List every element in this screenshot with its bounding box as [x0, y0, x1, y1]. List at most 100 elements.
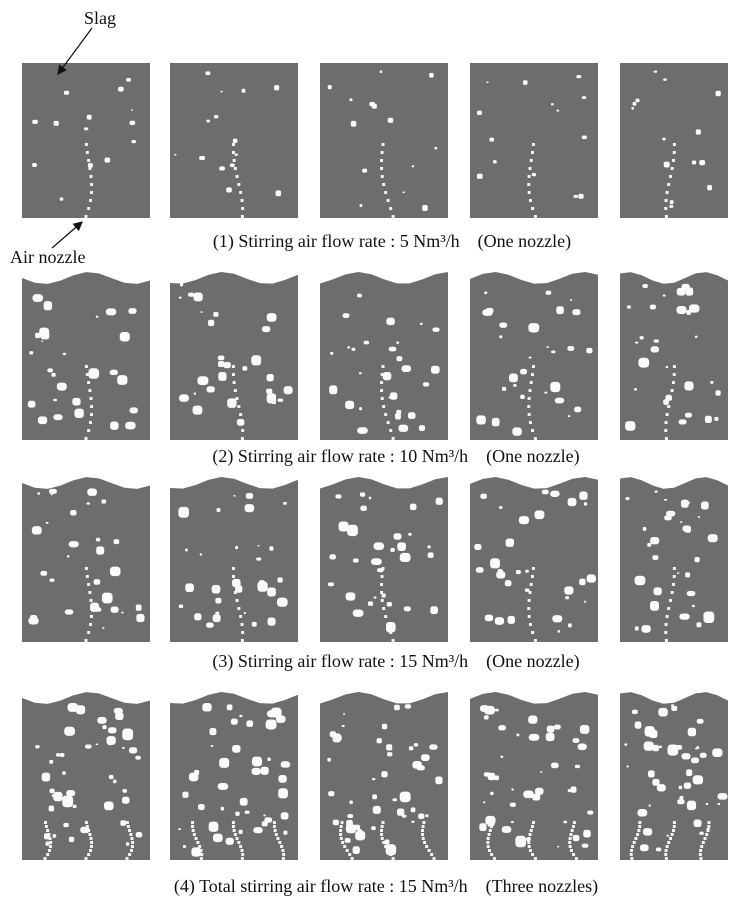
bubble: [86, 575, 89, 578]
bubble: [663, 78, 667, 81]
bubble: [90, 183, 93, 186]
bubble: [188, 293, 194, 297]
bubble: [673, 825, 676, 828]
bubble: [360, 204, 363, 207]
bubble: [551, 351, 555, 354]
bubble: [630, 853, 633, 856]
bubble: [220, 91, 222, 92]
bubble: [664, 429, 667, 432]
bubble: [233, 381, 236, 384]
bubble: [557, 846, 559, 848]
bubble: [40, 571, 47, 576]
bubble: [182, 792, 188, 798]
bubble: [582, 844, 589, 848]
bubble: [425, 814, 428, 817]
bubble: [117, 375, 127, 385]
bubble: [120, 332, 130, 341]
bubble: [241, 853, 244, 856]
bubble: [672, 159, 675, 162]
bubble: [673, 373, 676, 376]
bubble: [535, 510, 545, 519]
bubble: [110, 370, 118, 375]
bubble: [282, 857, 285, 860]
bubble: [85, 143, 88, 146]
bubble: [699, 849, 702, 852]
bubble: [382, 593, 386, 597]
bubble: [382, 405, 385, 408]
bubble: [677, 306, 687, 314]
bubble: [529, 167, 532, 170]
bubble: [54, 121, 59, 126]
bubble: [663, 295, 666, 297]
bubble: [699, 832, 703, 835]
bubble: [128, 853, 131, 856]
bubble: [695, 336, 697, 338]
bubble: [634, 837, 637, 840]
bubble: [699, 857, 702, 860]
bubble: [242, 89, 246, 93]
bubble: [664, 631, 667, 634]
bubble: [382, 821, 385, 824]
bubble: [85, 365, 88, 368]
bubble: [387, 602, 392, 607]
bubble: [684, 784, 688, 788]
bubble: [397, 542, 406, 551]
bubble: [528, 845, 531, 848]
bubble: [106, 308, 117, 315]
bubble: [672, 583, 675, 586]
bubble: [66, 798, 74, 803]
bubble: [86, 151, 89, 154]
bubble: [252, 757, 262, 767]
bubble: [235, 154, 238, 156]
bubble: [85, 745, 92, 749]
bubble: [353, 609, 364, 616]
bubble: [704, 837, 707, 840]
bubble: [718, 803, 721, 805]
bubble: [381, 397, 384, 400]
bubble: [335, 494, 341, 498]
bubble: [494, 776, 499, 781]
bubble: [276, 190, 282, 196]
bubble: [235, 585, 242, 592]
bubble: [511, 821, 514, 823]
bubble: [530, 583, 533, 586]
bubble: [129, 833, 132, 836]
bubble: [360, 506, 367, 511]
slag-label: Slag: [84, 8, 116, 28]
bubble: [487, 845, 490, 848]
bubble: [237, 841, 240, 844]
bubble: [87, 631, 90, 634]
bubble: [131, 841, 134, 844]
bubble: [624, 743, 627, 745]
bubble: [377, 568, 384, 572]
bubble: [30, 615, 37, 622]
bubble: [511, 788, 513, 790]
bubble: [87, 207, 90, 210]
bubble: [240, 199, 243, 202]
bubble: [267, 710, 278, 717]
bubble: [654, 71, 658, 73]
panel: [320, 477, 448, 642]
bubble: [527, 607, 530, 610]
bubble: [246, 720, 253, 726]
bubble: [568, 498, 577, 506]
bubble: [386, 318, 395, 325]
bubble: [516, 734, 519, 737]
bubble: [218, 783, 229, 790]
bubble: [235, 599, 238, 602]
bubble: [369, 497, 371, 500]
bubble: [584, 601, 586, 603]
bubble: [253, 827, 263, 833]
bubble: [241, 639, 244, 642]
bubble: [633, 102, 637, 106]
bubble: [136, 832, 143, 838]
bubble: [531, 207, 534, 210]
bubble: [88, 368, 99, 378]
bubble: [46, 853, 49, 856]
bubble: [209, 728, 216, 735]
bubble: [699, 160, 705, 165]
bubble: [206, 120, 210, 123]
bubble: [529, 357, 532, 359]
bubble: [696, 129, 701, 134]
bubble: [648, 805, 650, 807]
